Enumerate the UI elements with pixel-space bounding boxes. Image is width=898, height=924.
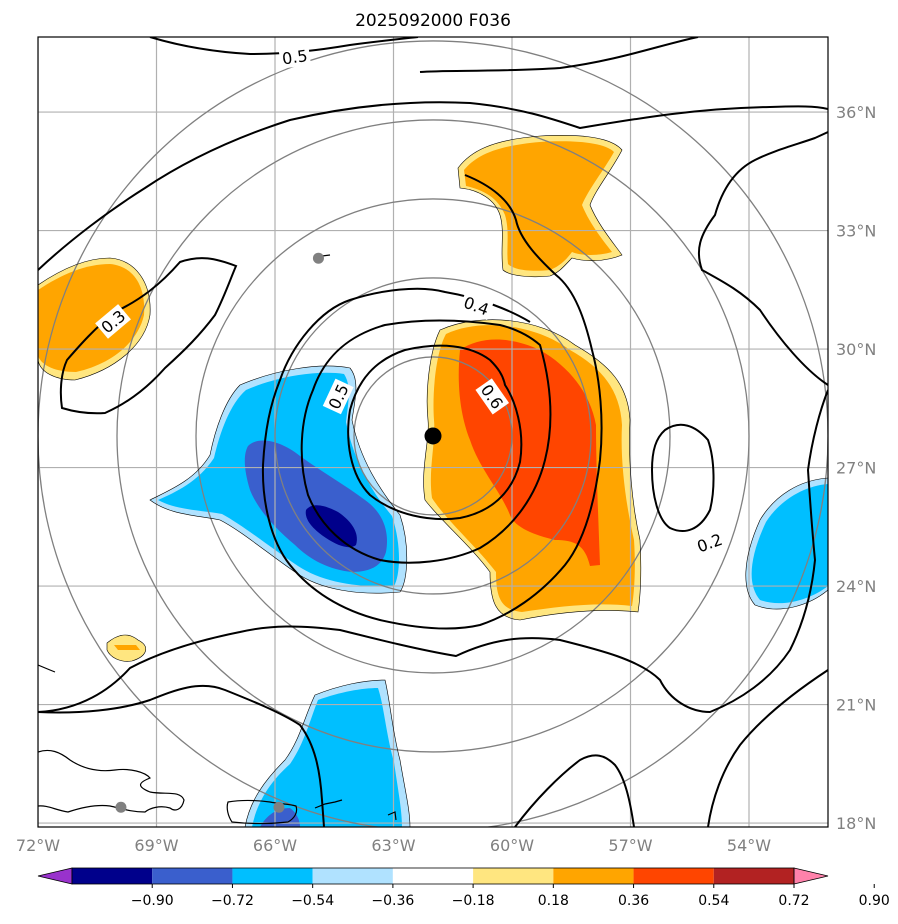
coastline-islet-2 — [314, 799, 343, 809]
y-tick-label-5: 33°N — [836, 222, 876, 241]
shade-west-36 — [38, 264, 145, 372]
contour-0.2-lower-mid — [514, 754, 635, 827]
coastline-islet-3 — [387, 811, 397, 821]
range-ring-4 — [38, 40, 828, 827]
contour-0.2-ellipse — [650, 423, 715, 532]
colorbar-tick-label-8: 0.72 — [778, 893, 809, 909]
x-tick-label-1: 69°W — [134, 836, 178, 855]
storm-center-marker — [424, 427, 442, 445]
shade-north-36 — [464, 141, 614, 271]
contour-0.5 — [300, 319, 552, 564]
colorbar-segment-7 — [553, 868, 634, 884]
shade-neg-south-54 — [260, 808, 300, 827]
contour-label-bg-2 — [458, 291, 494, 321]
contour-0.5-upper-right — [419, 37, 699, 73]
colorbar-extend-min — [37, 867, 73, 885]
colorbar-outline — [71, 867, 795, 885]
shade-small-pos-36 — [114, 645, 140, 650]
y-tick-labels: 18°N 21°N 24°N 27°N 30°N 33°N 36°N — [836, 103, 876, 833]
shade-outlines — [38, 135, 828, 827]
range-rings — [38, 40, 828, 827]
range-ring-1 — [274, 277, 592, 595]
colorbar-tick-label-7: 0.54 — [698, 893, 729, 909]
contour-0.3-west — [59, 257, 238, 415]
contour-label-text-0: 0.5 — [281, 46, 309, 68]
x-tick-label-2: 66°W — [253, 836, 297, 855]
colorbar-tick-label-4: −0.18 — [452, 893, 495, 909]
colorbar-segment-8 — [633, 868, 714, 884]
colorbar-segment-4 — [312, 868, 393, 884]
colorbar-tick-label-2: −0.54 — [291, 893, 334, 909]
grey-marker-0 — [312, 252, 324, 264]
outline-pos-west — [38, 257, 151, 381]
x-tick-labels: 72°W 69°W 66°W 63°W 60°W 57°W 54°W — [16, 836, 771, 855]
map-area: 0.50.30.40.5 0.60.2 — [38, 37, 828, 827]
range-ring-2 — [195, 198, 671, 674]
chart-title: 2025092000 F036 — [355, 11, 511, 31]
contour-0.2-south — [38, 389, 828, 714]
y-tick-label-6: 36°N — [836, 103, 876, 122]
y-tick-label-0: 18°N — [836, 814, 876, 833]
colorbar-segment-5 — [392, 868, 474, 884]
coastline-puerto-rico — [226, 799, 298, 825]
colorbar: −0.90 −0.72 −0.54 −0.36 −0.18 0.18 0.36 0.54 0.7… — [37, 867, 890, 909]
coastline-islet-1 — [38, 664, 56, 673]
y-tick-label-1: 21°N — [836, 696, 876, 715]
coastline-hispaniola — [38, 749, 185, 813]
outline-pos-north — [457, 135, 623, 278]
contour-label-bg-1 — [95, 304, 131, 339]
colorbar-tick-label-9: 0.90 — [859, 893, 890, 909]
contour-label-0: 0.5 — [278, 44, 311, 69]
colorbar-tick-label-0: −0.90 — [131, 893, 174, 909]
outline-neg-south — [244, 679, 411, 827]
outline-pos-east — [423, 319, 642, 621]
y-tick-label-4: 30°N — [836, 340, 876, 359]
colorbar-segment-9 — [713, 868, 794, 884]
colorbar-tick-label-1: −0.72 — [211, 893, 254, 909]
range-ring-3 — [116, 119, 750, 753]
colorbar-extend-max — [793, 867, 829, 885]
y-tick-label-2: 24°N — [836, 577, 876, 596]
contour-0.5-upper — [38, 101, 828, 271]
colorbar-segment-1 — [72, 868, 153, 884]
colorbar-segment-3 — [232, 868, 313, 884]
contour-label-bg-5 — [691, 528, 728, 558]
shade-neg-south-36 — [252, 688, 402, 827]
x-tick-label-6: 54°W — [727, 836, 771, 855]
coastlines — [38, 254, 397, 825]
grey-markers — [115, 252, 324, 813]
contour-0.2-lower-right — [707, 669, 828, 827]
contour-0.5-ne-branch — [697, 131, 828, 386]
x-tick-label-3: 63°W — [371, 836, 415, 855]
outline-small-pos — [106, 634, 146, 662]
x-tick-label-0: 72°W — [16, 836, 60, 855]
colorbar-segment-2 — [152, 868, 233, 884]
x-tick-label-4: 60°W — [490, 836, 534, 855]
colorbar-tick-label-5: 0.18 — [538, 893, 569, 909]
colorbar-tick-label-6: 0.36 — [618, 893, 649, 909]
grey-marker-1 — [115, 801, 127, 813]
contour-0.2-lower-left — [38, 684, 325, 827]
y-tick-label-3: 27°N — [836, 459, 876, 478]
contour-label-bg-3 — [322, 378, 354, 415]
range-ring-0 — [353, 356, 513, 516]
contour-0.4 — [261, 174, 603, 630]
grey-marker-2 — [273, 801, 285, 813]
outline-neg-east — [745, 477, 828, 610]
contour-label-bg-4 — [475, 378, 510, 415]
colorbar-tick-label-3: −0.36 — [371, 893, 414, 909]
map-border — [37, 36, 829, 828]
contour-0.6 — [347, 344, 523, 521]
shade-neg-east-36 — [751, 484, 828, 604]
colorbar-segment-6 — [473, 868, 554, 884]
outline-neg-west — [149, 365, 408, 594]
contour-label-bg-0 — [278, 44, 311, 69]
x-tick-label-5: 57°W — [608, 836, 652, 855]
